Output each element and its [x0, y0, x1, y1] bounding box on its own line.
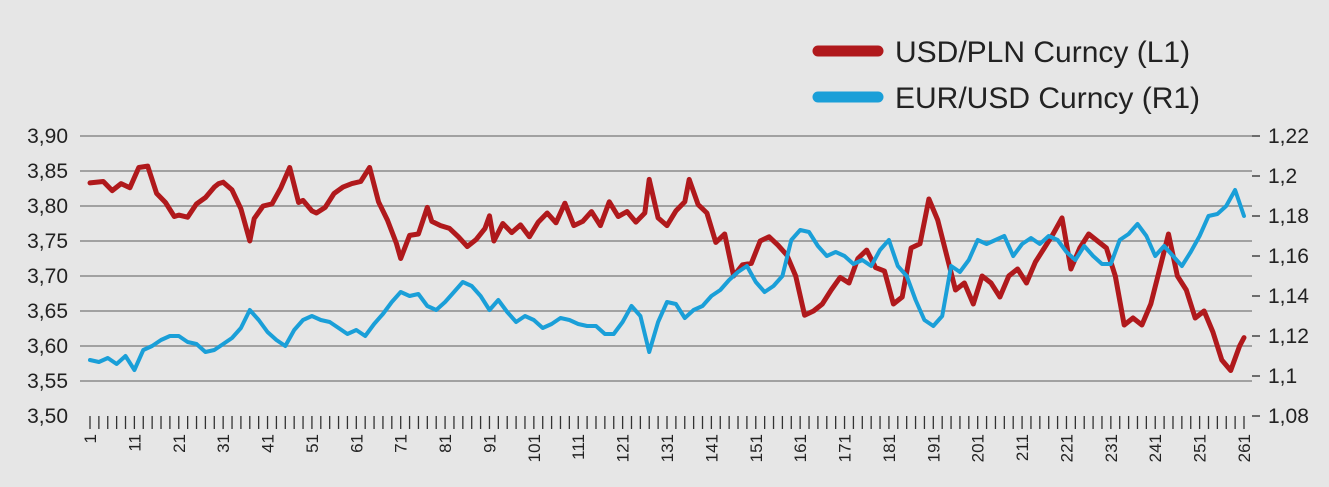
left-tick-label: 3,90 — [27, 125, 68, 148]
gridlines — [80, 135, 1252, 382]
x-tick-label: 191 — [924, 434, 943, 462]
right-axis-ticks: 1,08 1,1 1,12 1,14 1,16 1,18 1,2 1,22 — [1252, 125, 1309, 428]
series-line-usdpln — [87, 163, 1247, 373]
right-tick-label: 1,16 — [1268, 245, 1309, 268]
x-tick-label: 81 — [436, 434, 455, 453]
series-lines — [87, 163, 1247, 373]
x-tick-label: 131 — [658, 434, 677, 462]
x-tick-label: 161 — [791, 434, 810, 462]
x-tick-label: 261 — [1235, 434, 1254, 462]
x-tick-label: 21 — [170, 434, 189, 453]
series-line-eurusd — [88, 188, 1246, 372]
legend-item-usdpln: USD/PLN Curncy (L1) — [812, 36, 1190, 69]
left-axis-ticks: 3,50 3,55 3,60 3,65 3,70 3,75 3,80 3,85 3,90 — [27, 125, 68, 428]
x-tick-label: 61 — [347, 434, 366, 453]
x-axis-tick-labels: 1 11 21 31 41 51 61 71 81 91 101 111 121 131 141 151 161… — [81, 434, 1254, 462]
left-tick-label: 3,60 — [27, 335, 68, 358]
x-tick-label: 91 — [480, 434, 499, 453]
left-tick-label: 3,55 — [27, 370, 68, 393]
left-tick-label: 3,70 — [27, 265, 68, 288]
right-tick-label: 1,18 — [1268, 205, 1309, 228]
legend-label-eurusd: EUR/USD Curncy (R1) — [895, 82, 1200, 115]
x-tick-label: 181 — [880, 434, 899, 462]
x-tick-label: 171 — [836, 434, 855, 462]
legend-label-usdpln: USD/PLN Curncy (L1) — [895, 36, 1190, 69]
x-tick-label: 41 — [259, 434, 278, 453]
right-tick-label: 1,1 — [1268, 365, 1297, 388]
left-tick-label: 3,80 — [27, 195, 68, 218]
x-tick-label: 231 — [1102, 434, 1121, 462]
x-tick-label: 31 — [214, 434, 233, 453]
x-tick-label: 111 — [569, 434, 588, 460]
x-tick-label: 221 — [1057, 434, 1076, 462]
left-tick-label: 3,50 — [27, 405, 68, 428]
x-tick-label: 101 — [525, 434, 544, 462]
right-tick-label: 1,22 — [1268, 125, 1309, 148]
left-tick-label: 3,75 — [27, 230, 68, 253]
right-tick-label: 1,08 — [1268, 405, 1309, 428]
x-tick-label: 71 — [392, 434, 411, 453]
right-tick-label: 1,14 — [1268, 285, 1309, 308]
right-tick-label: 1,2 — [1268, 165, 1297, 188]
x-tick-label: 241 — [1146, 434, 1165, 462]
x-axis-minor-ticks — [89, 416, 1245, 429]
x-tick-label: 201 — [969, 434, 988, 462]
x-tick-label: 51 — [303, 434, 322, 453]
x-tick-label: 151 — [747, 434, 766, 462]
legend-item-eurusd: EUR/USD Curncy (R1) — [812, 82, 1200, 115]
left-tick-label: 3,65 — [27, 300, 68, 323]
right-tick-label: 1,12 — [1268, 325, 1309, 348]
x-tick-label: 251 — [1191, 434, 1210, 462]
x-tick-label: 11 — [125, 434, 144, 452]
left-tick-label: 3,85 — [27, 160, 68, 183]
x-tick-label: 211 — [1013, 434, 1032, 461]
x-tick-label: 1 — [81, 434, 100, 443]
x-tick-label: 121 — [614, 434, 633, 462]
legend: USD/PLN Curncy (L1) EUR/USD Curncy (R1) — [812, 36, 1200, 115]
x-tick-label: 141 — [702, 434, 721, 462]
